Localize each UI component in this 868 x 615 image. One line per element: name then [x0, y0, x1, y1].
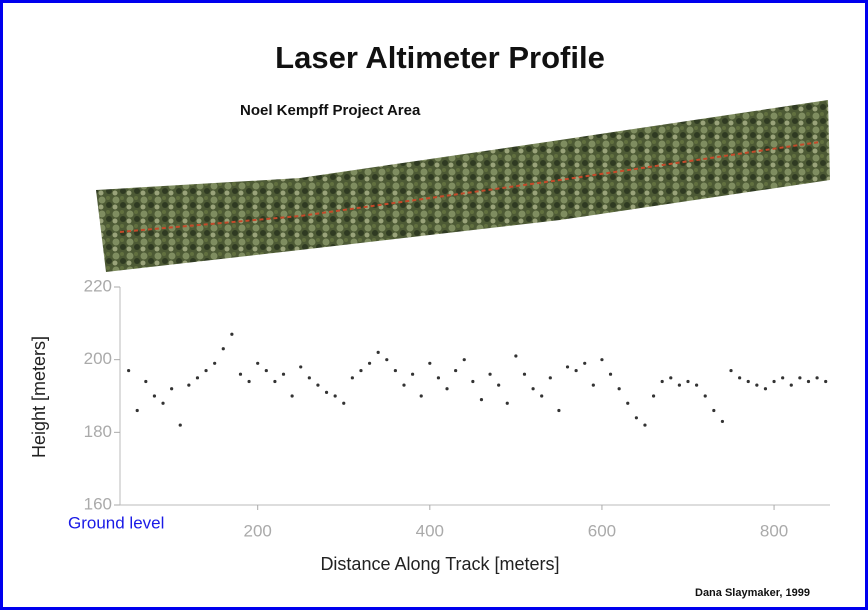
point	[359, 369, 362, 372]
point	[161, 402, 164, 405]
point	[308, 376, 311, 379]
point	[334, 394, 337, 397]
y-tick-label: 160	[84, 494, 112, 513]
point	[643, 423, 646, 426]
point	[755, 384, 758, 387]
point	[463, 358, 466, 361]
point	[273, 380, 276, 383]
point	[652, 394, 655, 397]
point	[729, 369, 732, 372]
x-axis-label: Distance Along Track [meters]	[320, 554, 559, 574]
point	[557, 409, 560, 412]
y-tick-label: 220	[84, 276, 112, 295]
point	[471, 380, 474, 383]
point	[506, 402, 509, 405]
annotation: Ground level	[68, 513, 164, 532]
x-tick-label: 600	[588, 521, 616, 540]
point	[635, 416, 638, 419]
point	[153, 394, 156, 397]
point	[747, 380, 750, 383]
point	[170, 387, 173, 390]
point	[661, 380, 664, 383]
point	[377, 351, 380, 354]
point	[179, 423, 182, 426]
point	[815, 376, 818, 379]
point	[445, 387, 448, 390]
point	[669, 376, 672, 379]
point	[204, 369, 207, 372]
point	[299, 365, 302, 368]
point	[325, 391, 328, 394]
point	[488, 373, 491, 376]
point	[428, 362, 431, 365]
point	[549, 376, 552, 379]
chart-subtitle: Noel Kempff Project Area	[240, 102, 421, 119]
point	[600, 358, 603, 361]
point	[454, 369, 457, 372]
point	[531, 387, 534, 390]
x-tick-label: 400	[416, 521, 444, 540]
point	[385, 358, 388, 361]
point	[704, 394, 707, 397]
point	[196, 376, 199, 379]
point	[437, 376, 440, 379]
point	[772, 380, 775, 383]
point	[764, 387, 767, 390]
point	[256, 362, 259, 365]
point	[523, 373, 526, 376]
point	[316, 384, 319, 387]
point	[247, 380, 250, 383]
x-tick-label: 200	[244, 521, 272, 540]
point	[136, 409, 139, 412]
point	[187, 384, 190, 387]
point	[609, 373, 612, 376]
point	[351, 376, 354, 379]
point	[695, 384, 698, 387]
y-tick-label: 200	[84, 349, 112, 368]
point	[790, 384, 793, 387]
chart-title: Laser Altimeter Profile	[275, 40, 605, 75]
point	[402, 384, 405, 387]
point	[213, 362, 216, 365]
point	[566, 365, 569, 368]
credit: Dana Slaymaker, 1999	[695, 587, 810, 599]
point	[420, 394, 423, 397]
x-tick-label: 800	[760, 521, 788, 540]
point	[583, 362, 586, 365]
point	[127, 369, 130, 372]
point	[368, 362, 371, 365]
point	[686, 380, 689, 383]
point	[798, 376, 801, 379]
point	[781, 376, 784, 379]
y-axis-label: Height [meters]	[29, 336, 49, 458]
point	[514, 354, 517, 357]
point	[411, 373, 414, 376]
point	[291, 394, 294, 397]
point	[239, 373, 242, 376]
point	[618, 387, 621, 390]
point	[738, 376, 741, 379]
point	[265, 369, 268, 372]
point	[480, 398, 483, 401]
point	[721, 420, 724, 423]
point	[575, 369, 578, 372]
point	[824, 380, 827, 383]
point	[678, 384, 681, 387]
point	[222, 347, 225, 350]
point	[807, 380, 810, 383]
point	[282, 373, 285, 376]
point	[497, 384, 500, 387]
point	[394, 369, 397, 372]
point	[626, 402, 629, 405]
slide: Laser Altimeter Profile Noel Kempff Proj…	[0, 0, 868, 610]
y-tick-label: 180	[84, 422, 112, 441]
point	[712, 409, 715, 412]
point	[592, 384, 595, 387]
point	[540, 394, 543, 397]
point	[342, 402, 345, 405]
point	[230, 333, 233, 336]
point	[144, 380, 147, 383]
